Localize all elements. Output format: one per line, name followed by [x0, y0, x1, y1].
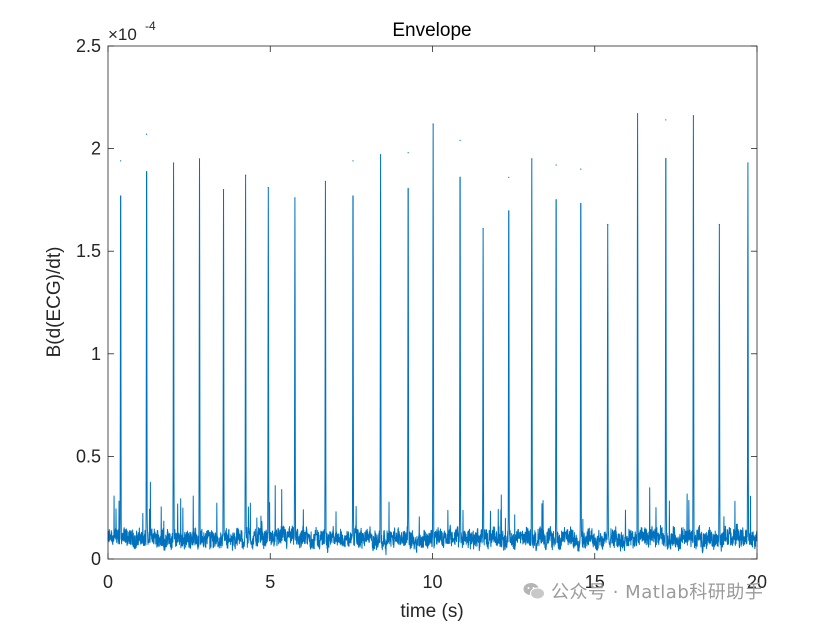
peak-point	[407, 152, 409, 154]
peak-point	[482, 228, 484, 230]
peak-point	[718, 223, 720, 226]
peak-point	[665, 119, 667, 121]
peak-point	[267, 186, 269, 189]
chart-title: Envelope	[392, 20, 471, 41]
y-tick-label: 1	[91, 344, 101, 364]
peak-point	[508, 176, 510, 178]
y-axis: 0 0.5 1 1.5 2 2.5	[76, 36, 757, 569]
peak-point	[244, 174, 247, 176]
peak-point	[747, 162, 749, 164]
peak-point	[222, 189, 225, 191]
y-tick-label: 2	[91, 139, 101, 159]
x-axis-label: time (s)	[400, 601, 463, 622]
x-tick-label: 20	[747, 572, 767, 592]
x-axis: 0 5 10 15 20	[103, 46, 767, 592]
peak-point	[432, 123, 434, 125]
y-tick-label: 2.5	[76, 36, 101, 56]
peak-point	[324, 180, 327, 183]
y-tick-label: 0.5	[76, 446, 101, 466]
exponent-base: ×10	[108, 25, 137, 44]
peak-point	[555, 164, 557, 166]
y-tick-label: 0	[91, 549, 101, 569]
peak-point	[459, 139, 461, 141]
x-tick-label: 5	[265, 572, 275, 592]
peak-point	[198, 158, 201, 160]
envelope-series-line	[107, 113, 758, 556]
x-tick-label: 15	[585, 572, 605, 592]
peak-point	[172, 162, 175, 164]
peak-point	[294, 197, 296, 199]
y-tick-label: 1.5	[76, 241, 101, 261]
peak-point	[692, 115, 694, 117]
data-layer	[107, 113, 758, 556]
y-exponent-multiplier: ×10 -4	[108, 19, 156, 44]
peak-point	[352, 160, 354, 162]
peak-point	[531, 158, 533, 160]
peak-point	[146, 133, 148, 135]
y-axis-label: B(d(ECG)/dt)	[44, 247, 65, 358]
x-tick-label: 0	[103, 572, 113, 592]
peak-point	[120, 160, 122, 162]
peak-point	[379, 154, 382, 156]
peak-point	[607, 223, 609, 226]
peak-point	[580, 168, 582, 170]
x-tick-label: 10	[422, 572, 442, 592]
exponent-power: -4	[145, 19, 156, 33]
peak-point	[636, 113, 639, 115]
